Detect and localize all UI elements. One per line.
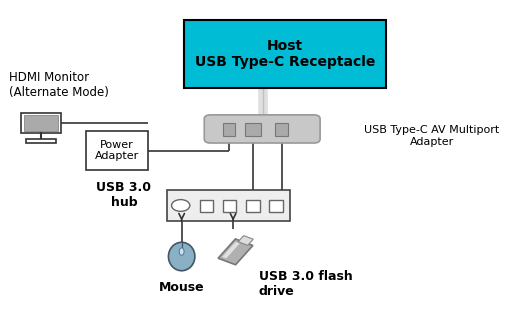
FancyBboxPatch shape bbox=[244, 123, 261, 136]
Bar bbox=[246, 200, 259, 212]
Text: Power
Adapter: Power Adapter bbox=[95, 140, 139, 161]
Circle shape bbox=[172, 200, 190, 211]
FancyBboxPatch shape bbox=[167, 190, 290, 221]
Bar bbox=[21, 113, 61, 133]
FancyBboxPatch shape bbox=[204, 115, 320, 143]
Polygon shape bbox=[218, 239, 253, 265]
FancyBboxPatch shape bbox=[223, 123, 235, 136]
Text: USB 3.0 flash
drive: USB 3.0 flash drive bbox=[258, 270, 353, 298]
Polygon shape bbox=[222, 242, 240, 258]
Polygon shape bbox=[238, 236, 253, 245]
Bar bbox=[24, 115, 58, 131]
Bar bbox=[223, 200, 237, 212]
Text: HDMI Monitor
(Alternate Mode): HDMI Monitor (Alternate Mode) bbox=[9, 71, 109, 99]
Ellipse shape bbox=[179, 248, 184, 255]
Text: USB 3.0
hub: USB 3.0 hub bbox=[97, 181, 151, 209]
FancyBboxPatch shape bbox=[184, 20, 386, 88]
Text: Host
USB Type-C Receptacle: Host USB Type-C Receptacle bbox=[195, 39, 375, 69]
Bar bbox=[200, 200, 213, 212]
Ellipse shape bbox=[168, 242, 195, 271]
FancyBboxPatch shape bbox=[276, 123, 288, 136]
Bar bbox=[27, 139, 56, 143]
Text: USB Type-C AV Multiport
Adapter: USB Type-C AV Multiport Adapter bbox=[365, 125, 500, 147]
Text: Mouse: Mouse bbox=[159, 281, 204, 294]
FancyBboxPatch shape bbox=[85, 131, 148, 170]
Bar bbox=[269, 200, 282, 212]
